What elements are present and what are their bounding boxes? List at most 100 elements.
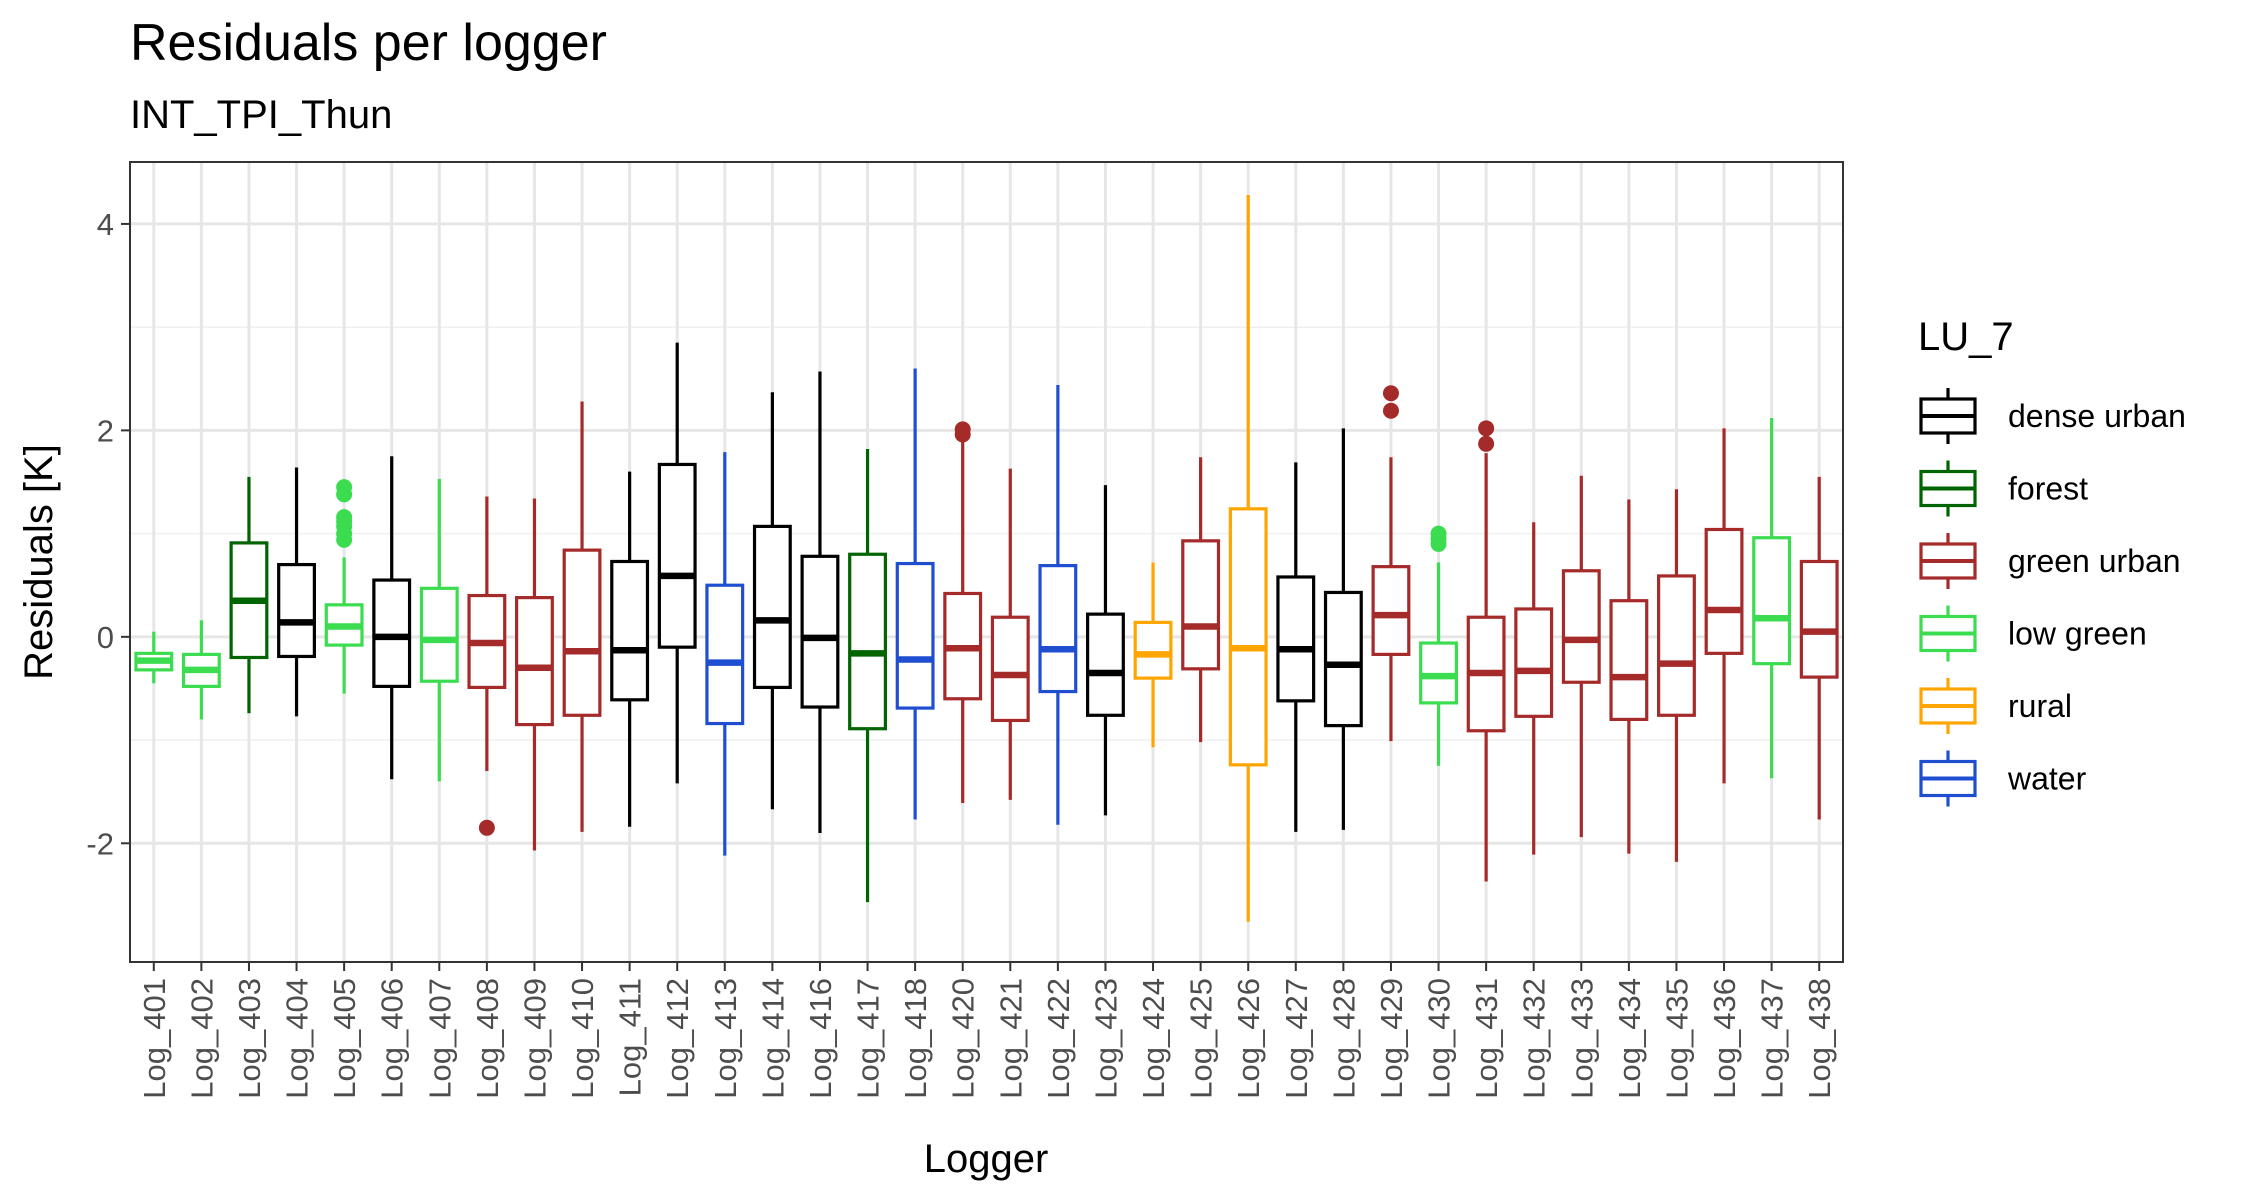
panel-background	[130, 162, 1843, 962]
x-tick-label: Log_403	[232, 978, 267, 1099]
x-tick-label: Log_422	[1041, 978, 1076, 1099]
box-iqr	[1086, 612, 1125, 717]
outlier-point	[1382, 402, 1399, 419]
x-tick-label: Log_414	[755, 978, 790, 1099]
outlier-point	[1478, 435, 1495, 452]
box-Log_405	[324, 479, 364, 694]
box-iqr	[657, 462, 697, 649]
box-Log_426	[1228, 195, 1268, 922]
box-iqr	[1323, 590, 1363, 728]
x-tick-label: Log_411	[613, 978, 648, 1096]
x-tick-label: Log_421	[993, 978, 1028, 1099]
box-Log_428	[1323, 428, 1363, 830]
box-iqr	[1561, 569, 1601, 684]
box-iqr	[895, 561, 935, 710]
x-tick-label: Log_424	[1136, 978, 1171, 1099]
x-tick-label: Log_406	[375, 978, 410, 1099]
box-Log_414	[752, 392, 792, 810]
outlier-point	[336, 509, 353, 526]
x-tick-label: Log_420	[946, 978, 981, 1099]
x-tick-label: Log_435	[1659, 978, 1694, 1099]
box-iqr	[1371, 565, 1411, 656]
box-iqr	[1276, 575, 1316, 703]
box-Log_402	[181, 620, 221, 720]
box-Log_432	[1514, 522, 1554, 855]
y-axis: -2 0 2 4	[86, 207, 130, 861]
chart-subtitle: INT_TPI_Thun	[130, 93, 392, 137]
box-Log_403	[229, 476, 269, 714]
box-Log_410	[562, 401, 602, 832]
box-Log_417	[848, 448, 887, 903]
outlier-point	[1382, 385, 1399, 402]
x-tick-label: Log_426	[1231, 978, 1266, 1099]
outlier-point	[954, 421, 971, 438]
x-tick-label: Log_437	[1755, 978, 1790, 1099]
box-iqr	[800, 554, 840, 709]
x-tick-label: Log_423	[1088, 978, 1123, 1099]
x-tick-label: Log_417	[851, 978, 886, 1099]
chart-title: Residuals per logger	[130, 14, 607, 72]
box-iqr	[705, 583, 745, 726]
box-Log_411	[610, 471, 650, 827]
box-Log_406	[372, 456, 412, 780]
box-iqr	[752, 524, 792, 690]
box-iqr	[990, 615, 1030, 723]
box-Log_429	[1371, 385, 1411, 742]
box-Log_408	[467, 496, 507, 836]
box-Log_418	[895, 368, 935, 820]
panel-frame	[129, 161, 1844, 963]
box-Log_435	[1657, 489, 1696, 862]
outlier-point	[1430, 525, 1447, 542]
box-Log_423	[1086, 485, 1125, 816]
legend-label: forest	[2008, 471, 2088, 507]
x-tick-label: Log_438	[1802, 978, 1837, 1099]
y-tick-label: 2	[97, 413, 114, 448]
legend-label: rural	[2008, 688, 2072, 724]
box-iqr	[277, 562, 316, 659]
y-tick-label: 4	[97, 207, 114, 242]
x-tick-label: Log_427	[1279, 978, 1314, 1099]
box-iqr	[1133, 620, 1173, 680]
legend-item-dense-urban: dense urban	[1919, 388, 2186, 444]
x-tick-label: Log_407	[422, 978, 457, 1099]
x-axis: Log_401 Log_402 Log_403 Log_404 Log_405 Log_4…	[137, 962, 1837, 1099]
box-iqr	[1228, 507, 1268, 767]
x-tick-label: Log_434	[1612, 978, 1647, 1099]
box-Log_404	[277, 467, 316, 717]
legend-title: LU_7	[1918, 315, 2014, 359]
box-iqr	[848, 552, 887, 731]
x-tick-label: Log_433	[1564, 978, 1599, 1099]
box-iqr	[1609, 599, 1649, 722]
plot-panel	[130, 162, 1843, 962]
box-Log_424	[1133, 562, 1173, 748]
panel-border	[129, 161, 1844, 963]
box-Log_421	[990, 468, 1030, 800]
legend-label: water	[2007, 761, 2087, 797]
box-iqr	[1514, 607, 1554, 718]
x-axis-title: Logger	[924, 1137, 1049, 1181]
legend: LU_7 dense urban forest green urban low gre…	[1918, 315, 2186, 807]
box-Log_430	[1419, 525, 1458, 766]
outlier-point	[478, 819, 495, 836]
x-tick-label: Log_401	[137, 978, 172, 1099]
box-Log_438	[1799, 476, 1839, 820]
box-Log_431	[1466, 420, 1506, 882]
box-iqr	[1752, 536, 1792, 666]
y-tick-label: -2	[86, 826, 114, 861]
x-tick-label: Log_413	[708, 978, 743, 1099]
x-tick-label: Log_405	[327, 978, 362, 1099]
y-tick-label: 0	[97, 620, 114, 655]
x-tick-label: Log_408	[470, 978, 505, 1099]
x-tick-label: Log_425	[1184, 978, 1219, 1099]
legend-label: dense urban	[2008, 398, 2186, 434]
box-iqr	[562, 548, 602, 717]
box-Log_409	[515, 498, 554, 851]
box-Log_425	[1181, 457, 1221, 743]
box-iqr	[1181, 539, 1221, 671]
x-tick-label: Log_432	[1517, 978, 1552, 1099]
x-tick-label: Log_412	[660, 978, 695, 1099]
box-iqr	[610, 559, 650, 702]
legend-item-low-green: low green	[1919, 605, 2147, 662]
box-Log_416	[800, 371, 840, 833]
